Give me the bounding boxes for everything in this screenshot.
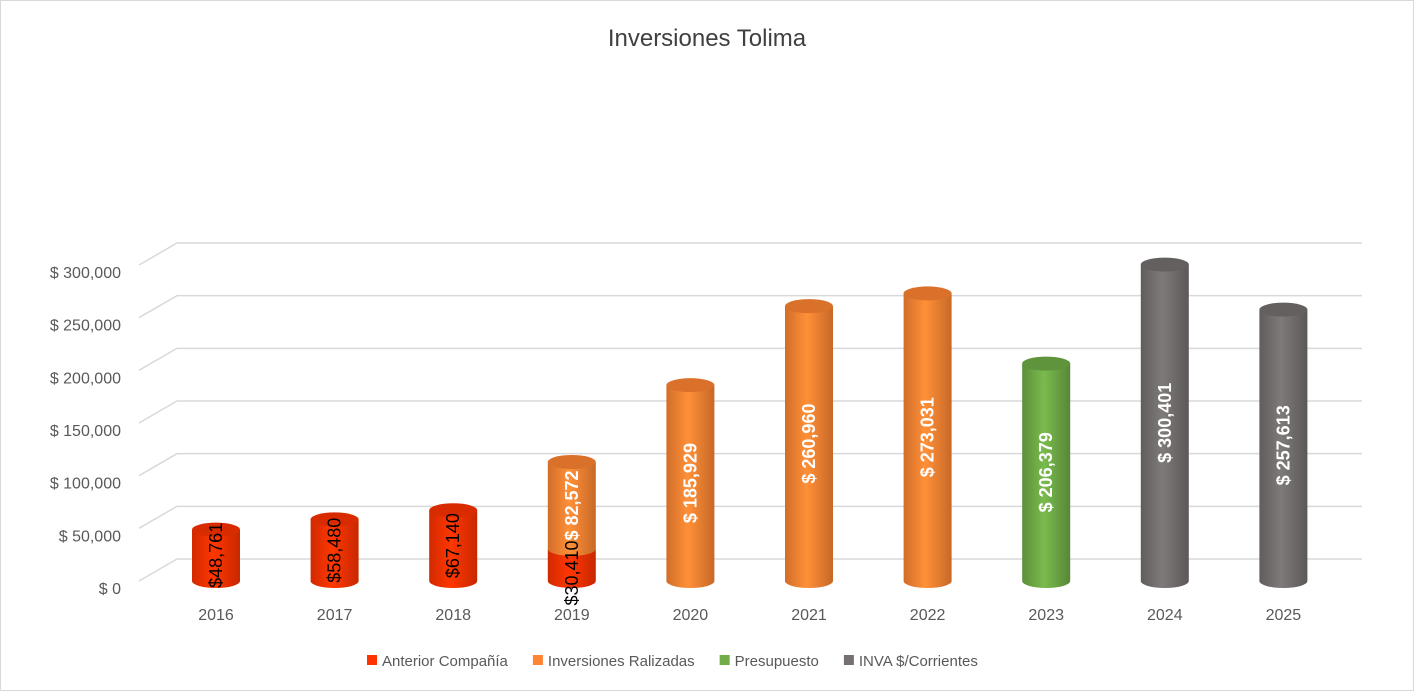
bar-2018-anterior-compa-a	[429, 503, 478, 588]
chart-title: Inversiones Tolima	[608, 25, 807, 52]
legend-item: INVA $/Corrientes	[843, 653, 978, 670]
x-tick-label: 2016	[198, 607, 234, 624]
gridline	[138, 558, 1362, 582]
data-label: $ 185,929	[680, 443, 700, 523]
bar-body	[1259, 309, 1308, 588]
data-label: $ 260,960	[799, 404, 819, 484]
data-label: $48,761	[206, 523, 226, 588]
bar-top	[547, 454, 596, 469]
legend-swatch	[367, 655, 377, 665]
x-tick-label: 2019	[554, 607, 590, 624]
bar-top	[785, 299, 833, 314]
gridline	[138, 400, 1362, 424]
legend-item: Anterior Compañía	[367, 653, 509, 670]
gridline	[138, 505, 1362, 529]
bar-body	[547, 548, 596, 588]
y-axis: $ 0 $ 50,000 $ 100,000 $ 150,000 $ 200,000 $ …	[50, 265, 121, 598]
bar-body	[666, 385, 715, 588]
bar-body	[429, 510, 478, 588]
bar-top	[310, 512, 359, 527]
data-label: $30,410	[562, 540, 582, 605]
x-axis: 2016 2017 2018 2019 2020 2021 2022 2023 2024 2025	[198, 607, 1301, 624]
bar-2016-anterior-compa-a	[192, 522, 240, 588]
bar-2021-inversiones-ralizadas	[785, 299, 833, 588]
y-tick-label: $ 200,000	[50, 370, 121, 387]
bar-body	[1022, 363, 1071, 588]
x-tick-label: 2023	[1028, 607, 1064, 624]
x-tick-label: 2025	[1266, 607, 1302, 624]
bar-2017-anterior-compa-a	[310, 512, 359, 588]
bar-2019-inversiones-ralizadas	[547, 454, 596, 556]
grid	[138, 242, 1362, 582]
data-label: $67,140	[443, 513, 463, 578]
legend-swatch	[719, 655, 730, 665]
legend-label: Inversiones Ralizadas	[548, 653, 695, 670]
y-tick-label: $ 250,000	[50, 318, 121, 335]
bar-body	[192, 529, 240, 588]
bar-top	[429, 503, 478, 518]
legend-swatch	[532, 655, 543, 665]
bar-body	[547, 461, 596, 556]
x-tick-label: 2024	[1147, 607, 1183, 624]
bar-body	[903, 293, 952, 588]
legend-label: Presupuesto	[735, 653, 819, 670]
bar-top	[1022, 356, 1071, 371]
bar-2023-presupuesto	[1022, 356, 1071, 588]
y-tick-label: $ 50,000	[59, 528, 121, 545]
legend-label: Anterior Compañía	[382, 653, 509, 670]
gridline	[138, 347, 1362, 371]
gridline	[138, 242, 1362, 266]
bar-top	[666, 378, 715, 393]
y-tick-label: $ 300,000	[50, 265, 121, 282]
data-label: $ 273,031	[918, 397, 938, 477]
x-tick-label: 2020	[673, 607, 709, 624]
bar-top	[1140, 257, 1189, 272]
gridline	[138, 452, 1362, 477]
y-tick-label: $ 0	[99, 581, 121, 598]
bar-2022-inversiones-ralizadas	[903, 286, 952, 588]
data-label: $ 206,379	[1036, 432, 1056, 512]
data-label: $ 300,401	[1155, 383, 1175, 463]
legend-swatch	[843, 655, 854, 665]
x-tick-label: 2017	[317, 607, 353, 624]
legend-label: INVA $/Corrientes	[859, 653, 978, 670]
bar-2025-inva-corrientes	[1259, 302, 1308, 588]
data-label: $ 257,613	[1273, 405, 1293, 485]
bars: $48,761 $58,480 $67,140 $30,410$ 82,572 $ 18…	[192, 257, 1308, 606]
legend-item: Inversiones Ralizadas	[532, 653, 695, 670]
bar-2024-inva-corrientes	[1140, 257, 1189, 588]
bar-body	[310, 519, 359, 588]
y-tick-label: $ 150,000	[50, 423, 121, 440]
data-label: $ 82,572	[562, 470, 582, 540]
bar-body	[785, 306, 833, 588]
bar-2019-anterior-compa-a	[547, 548, 596, 588]
x-tick-label: 2018	[435, 607, 471, 624]
legend: Anterior Compañía Inversiones Ralizadas Pr…	[367, 653, 978, 670]
legend-item: Presupuesto	[719, 653, 819, 670]
bar-body	[1140, 264, 1189, 588]
bar-top	[903, 286, 952, 301]
x-tick-label: 2022	[910, 607, 946, 624]
data-label: $58,480	[325, 518, 345, 583]
gridline	[138, 294, 1362, 319]
bar-top	[1259, 302, 1308, 317]
x-tick-label: 2021	[791, 607, 827, 624]
y-tick-label: $ 100,000	[50, 476, 121, 493]
bar-2020-inversiones-ralizadas	[666, 378, 715, 588]
bar-top	[192, 522, 240, 537]
